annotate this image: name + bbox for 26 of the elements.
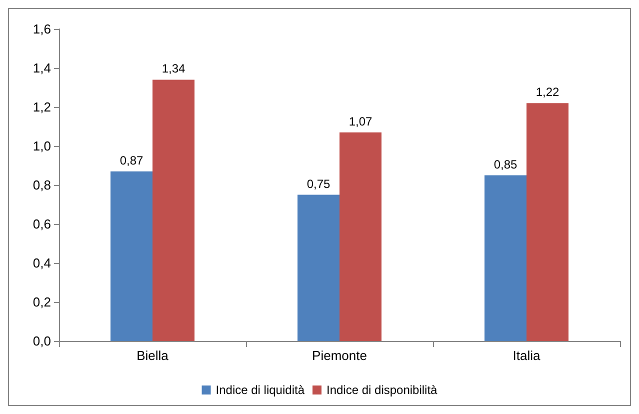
data-label: 1,34 xyxy=(162,62,186,76)
y-tick-label: 0,6 xyxy=(32,216,51,232)
bar xyxy=(526,103,568,341)
legend-label: Indice di liquidità xyxy=(216,383,305,397)
y-tick-label: 0,8 xyxy=(32,178,51,192)
data-label: 1,07 xyxy=(348,114,372,128)
legend-label: Indice di disponibilità xyxy=(326,383,438,397)
y-tick-label: 0,4 xyxy=(32,256,51,270)
data-label: 0,75 xyxy=(306,176,330,191)
x-tick-label: Piemonte xyxy=(312,348,367,363)
bar xyxy=(152,80,194,341)
y-tick-label: 1,0 xyxy=(32,138,51,154)
y-tick-label: 0,0 xyxy=(32,334,51,348)
bar xyxy=(484,175,526,341)
y-tick-label: 1,4 xyxy=(32,60,51,76)
data-label: 0,85 xyxy=(494,157,518,172)
bar xyxy=(298,194,340,341)
data-label: 1,22 xyxy=(536,85,560,100)
data-label: 0,87 xyxy=(120,153,144,168)
y-tick-label: 0,2 xyxy=(32,294,51,310)
x-tick-label: Italia xyxy=(512,348,541,363)
bar xyxy=(340,132,382,341)
y-tick-label: 1,2 xyxy=(32,100,51,114)
y-tick-label: 1,6 xyxy=(32,22,51,36)
bar xyxy=(110,171,152,341)
x-tick-label: Biella xyxy=(136,348,170,363)
